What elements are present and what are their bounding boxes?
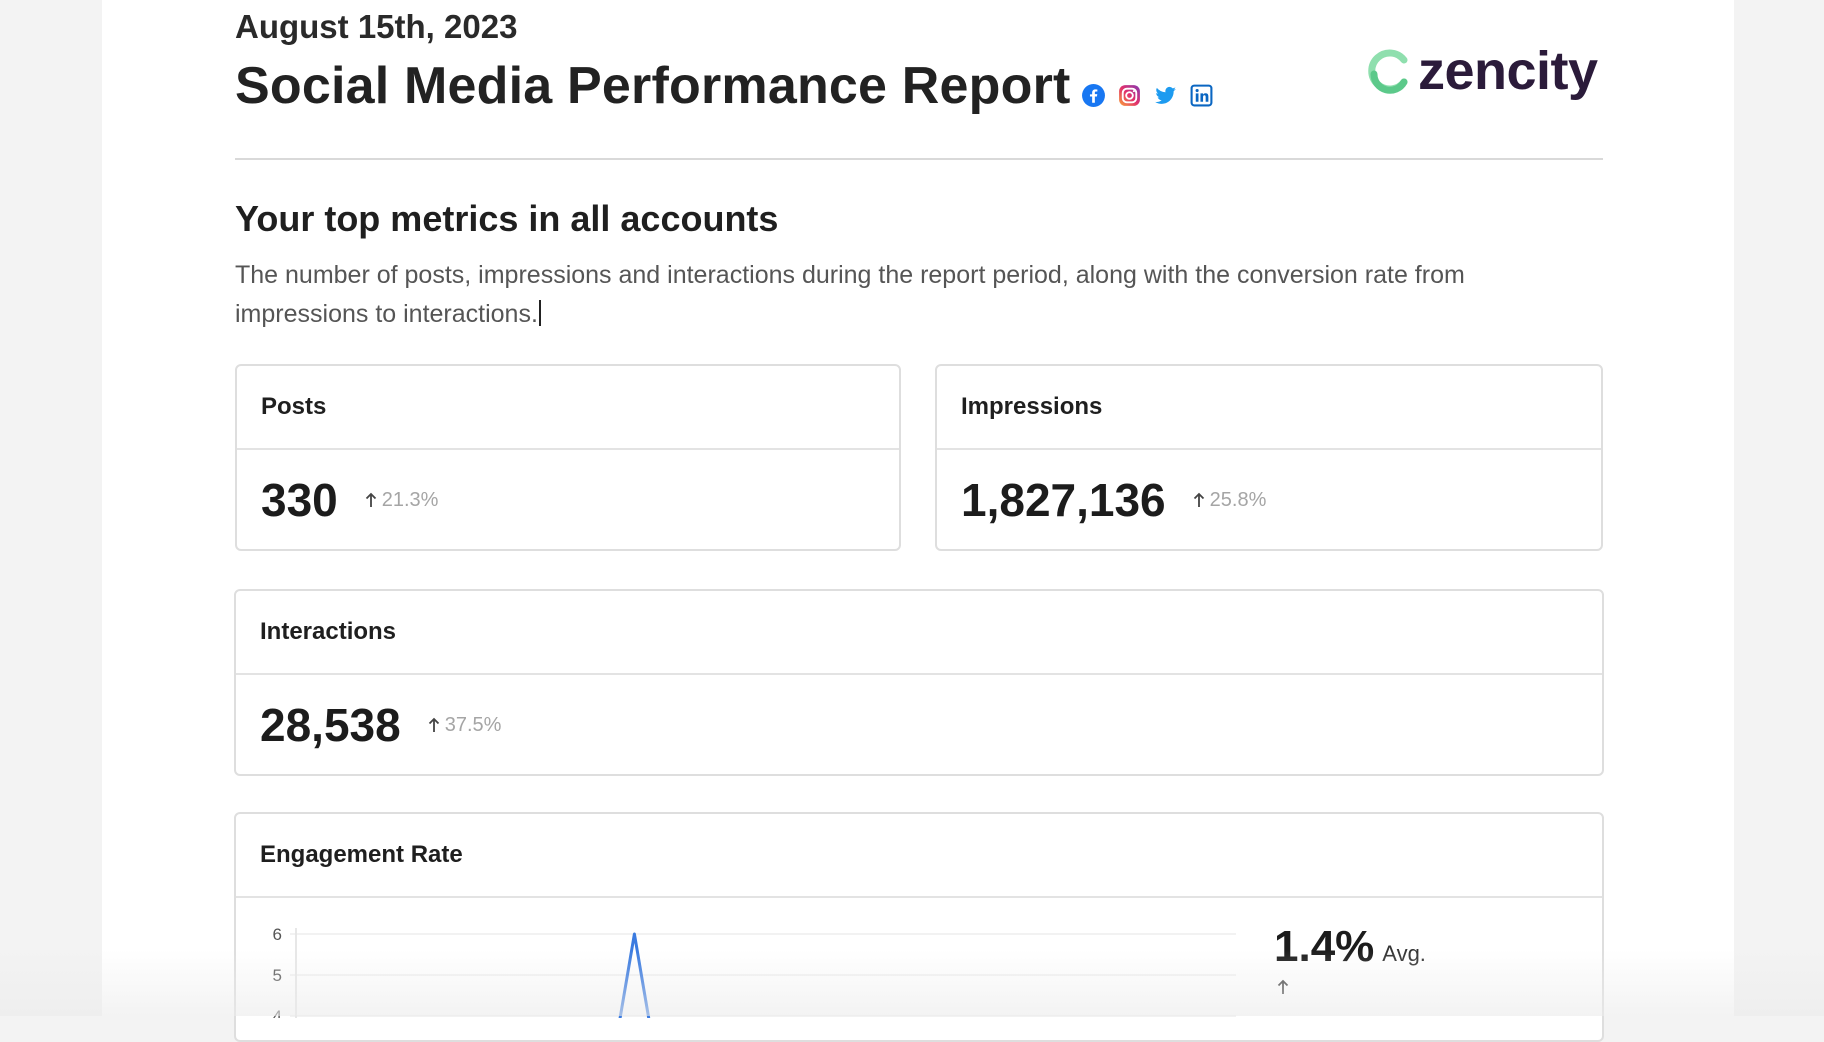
arrow-up-icon [1277, 979, 1289, 994]
twitter-icon [1154, 86, 1176, 104]
y-tick-label: 6 [273, 925, 282, 944]
impressions-delta-value: 25.8% [1209, 488, 1267, 511]
engagement-series-line [618, 932, 651, 1018]
zencity-logo: zencity [1366, 40, 1598, 102]
engagement-chart-area: 6 5 4 1.4% Avg. [236, 898, 1602, 1018]
page-title: Social Media Performance Report [235, 57, 1071, 115]
posts-delta-value: 21.3% [381, 488, 439, 511]
social-icons [1081, 83, 1214, 108]
arrow-up-icon [365, 492, 376, 507]
engagement-chart: 6 5 4 [273, 925, 1236, 1018]
header-divider [235, 158, 1603, 160]
section-description[interactable]: The number of posts, impressions and int… [235, 256, 1565, 334]
report-date: August 15th, 2023 [235, 8, 518, 45]
linkedin-icon [1190, 84, 1212, 107]
impressions-value: 1,827,136 [961, 474, 1166, 526]
interactions-card-body: 28,538 37.5% [236, 675, 1602, 775]
logo-text: zencity [1418, 41, 1598, 101]
impressions-card: Impressions 1,827,136 25.8% [935, 364, 1603, 551]
text-cursor [538, 300, 541, 326]
engagement-card: Engagement Rate 6 5 4 1.4% Avg. [234, 812, 1604, 1042]
posts-delta: 21.3% [364, 488, 439, 512]
instagram-icon [1118, 85, 1140, 106]
arrow-up-icon [1193, 492, 1204, 507]
posts-card-body: 330 21.3% [237, 450, 899, 550]
interactions-card-title: Interactions [236, 591, 1602, 675]
section-description-text: The number of posts, impressions and int… [235, 261, 1465, 328]
interactions-delta: 37.5% [427, 713, 502, 737]
impressions-card-title: Impressions [937, 366, 1601, 450]
report-page: August 15th, 2023 Social Media Performan… [102, 0, 1734, 1042]
impressions-card-body: 1,827,136 25.8% [937, 450, 1601, 550]
impressions-delta: 25.8% [1192, 488, 1267, 512]
interactions-value: 28,538 [260, 699, 401, 751]
engagement-average-label: Avg. [1382, 941, 1426, 966]
zencity-logo-mark-icon [1368, 49, 1408, 94]
section-title: Your top metrics in all accounts [235, 198, 779, 239]
facebook-icon [1081, 84, 1105, 107]
title-row: Social Media Performance Report [235, 56, 1214, 116]
arrow-up-icon [428, 717, 439, 732]
engagement-average-value: 1.4% [1274, 922, 1375, 971]
posts-value: 330 [261, 474, 338, 526]
interactions-card: Interactions 28,538 37.5% [234, 589, 1604, 776]
posts-card: Posts 330 21.3% [235, 364, 901, 551]
y-tick-label: 4 [273, 1007, 282, 1018]
engagement-average: 1.4% Avg. [1274, 922, 1426, 972]
interactions-delta-value: 37.5% [444, 713, 502, 736]
engagement-card-title: Engagement Rate [236, 814, 1602, 898]
y-tick-label: 5 [273, 966, 282, 985]
posts-card-title: Posts [237, 366, 899, 450]
